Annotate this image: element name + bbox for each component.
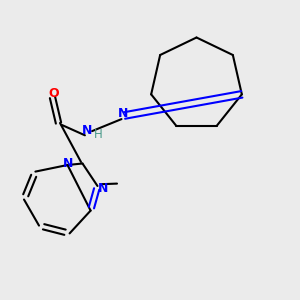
Text: N: N [118,106,128,120]
Text: O: O [49,87,59,100]
Text: N: N [82,124,92,137]
Text: N: N [98,182,108,195]
Text: N: N [63,157,74,170]
Text: H: H [94,128,103,141]
